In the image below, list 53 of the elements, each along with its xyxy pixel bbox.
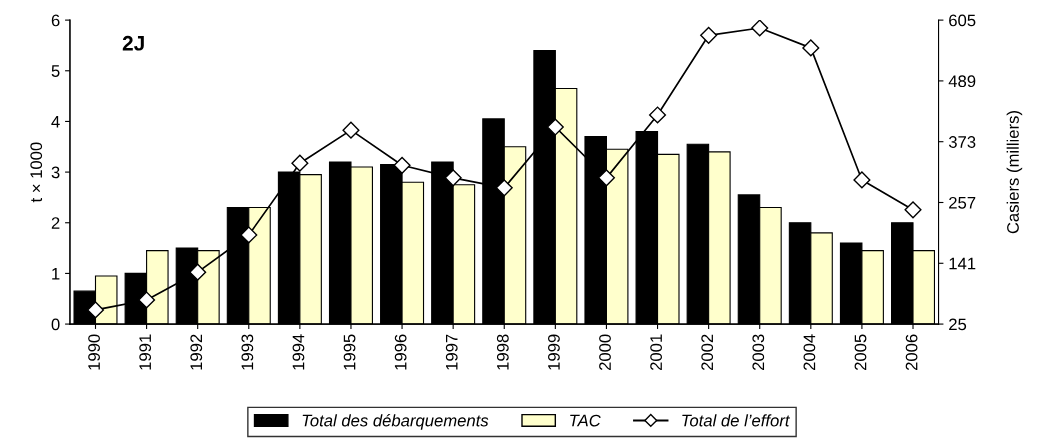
x-tick-label: 1998	[496, 334, 509, 370]
y-tick-label: 5	[51, 65, 60, 77]
x-tick-label: 2006	[905, 334, 918, 371]
point	[342, 121, 360, 139]
y2-tick-label: 373	[948, 136, 976, 148]
y2-tick-label: 489	[948, 75, 976, 88]
point	[853, 171, 871, 189]
x-tick-label: 2000	[599, 334, 611, 371]
point	[138, 291, 156, 309]
text: 2J	[122, 35, 144, 51]
y-tick-label: 6	[51, 14, 60, 27]
point	[546, 118, 564, 136]
y2-tick-label: 257	[949, 196, 976, 209]
x-tick-label: 1994	[292, 334, 305, 370]
x-tick-label: 2001	[650, 334, 663, 371]
y-tick-label: 0	[51, 318, 60, 331]
point	[700, 26, 718, 44]
point	[240, 226, 258, 244]
x-tick-label: 1995	[343, 334, 356, 370]
point	[751, 20, 769, 37]
x-tick-label: 1992	[190, 334, 203, 370]
point	[291, 154, 309, 172]
x-tick-label: 2005	[854, 334, 867, 371]
y2-tick-label: 25	[949, 318, 967, 331]
y-tick-label: 1	[52, 267, 60, 280]
legend-label: Total des débarquements	[302, 414, 489, 430]
y-tick-label: 3	[51, 166, 60, 179]
x-tick-label: 2002	[701, 334, 714, 371]
point	[393, 156, 411, 174]
point	[597, 169, 615, 187]
point	[495, 179, 513, 197]
x-tick-label: 2003	[752, 334, 765, 371]
point	[802, 39, 820, 57]
y-axis-title: t × 1000	[30, 142, 43, 203]
y2-tick-label: 605	[949, 14, 976, 27]
point	[86, 301, 105, 319]
x-tick-label: 1990	[88, 334, 100, 370]
x-tick-label: 1991	[139, 334, 152, 370]
legend-label: Total de l’effort	[682, 414, 791, 427]
point	[189, 263, 207, 281]
point	[444, 169, 462, 187]
point	[648, 106, 667, 124]
y2-axis-title: Casiers (milliers)	[1006, 111, 1023, 234]
y2-tick-label: 141	[949, 257, 976, 270]
legend-label: TAC	[570, 414, 601, 427]
y-tick-label: 2	[51, 217, 60, 229]
y-tick-label: 4	[51, 116, 60, 128]
x-tick-label: 1993	[241, 334, 254, 370]
x-tick-label: 1999	[548, 334, 560, 370]
x-tick-label: 1996	[394, 334, 407, 370]
x-tick-label: 2004	[803, 334, 816, 371]
x-tick-label: 1997	[445, 334, 458, 370]
point	[904, 201, 922, 219]
